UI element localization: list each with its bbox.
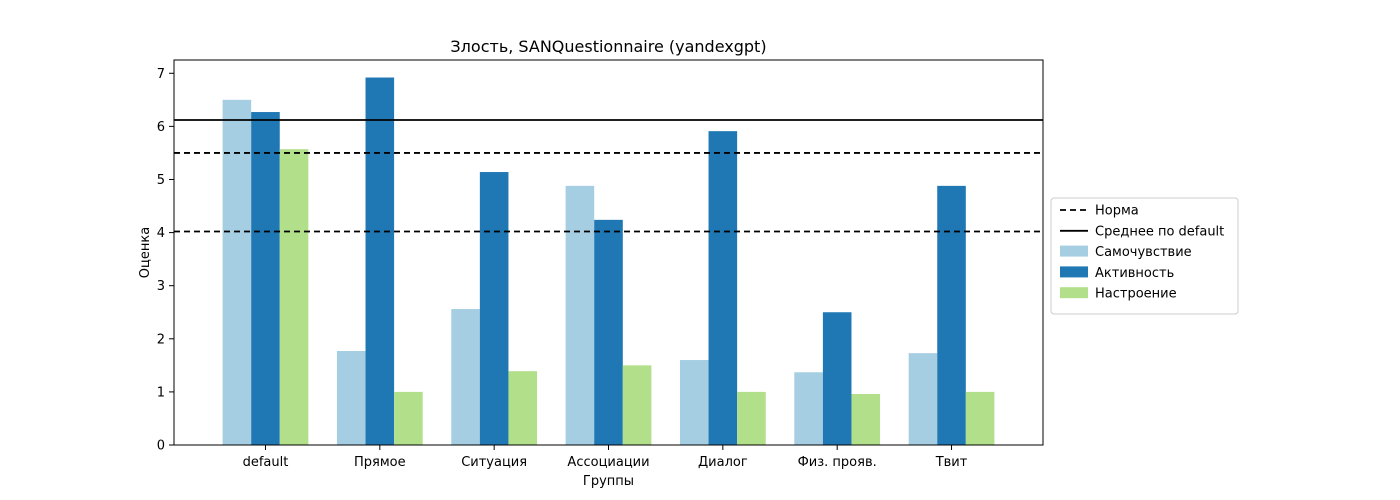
legend-swatch: [1060, 245, 1088, 257]
legend-label: Самочувствие: [1095, 245, 1192, 260]
y-tick-label: 0: [157, 439, 165, 454]
bar: [251, 112, 280, 445]
bar: [679, 360, 709, 445]
x-tick-label: Физ. прояв.: [798, 455, 877, 470]
bar: [565, 185, 595, 446]
y-axis-title: Оценка: [138, 227, 153, 278]
bar: [279, 149, 309, 445]
bar: [737, 391, 766, 445]
legend: Норма Среднее по default Самочувствие Актив…: [1050, 197, 1239, 315]
bar: [365, 77, 395, 445]
bar: [822, 312, 852, 445]
y-tick-label: 3: [157, 279, 165, 294]
legend-label: Норма: [1095, 204, 1139, 219]
bar: [851, 394, 881, 445]
bar: [708, 131, 738, 445]
bar: [937, 185, 966, 446]
bar: [508, 371, 538, 445]
legend-box: [1050, 197, 1239, 315]
x-tick-label: Твит: [935, 455, 968, 470]
y-axis: 0 1 2 3 4 5 6 7: [157, 67, 174, 454]
bar: [222, 99, 252, 446]
legend-label: Среднее по default: [1095, 224, 1224, 239]
chart-title: Злость, SANQuestionnaire (yandexgpt): [450, 37, 766, 56]
x-tick-label: Ассоциации: [567, 455, 649, 470]
legend-swatch: [1060, 287, 1088, 299]
bar: [336, 351, 366, 445]
bar: [594, 219, 623, 445]
y-tick-label: 4: [157, 226, 165, 241]
x-tick-label: Диалог: [698, 455, 748, 470]
y-tick-label: 7: [157, 67, 165, 82]
y-tick-label: 1: [157, 385, 165, 400]
x-axis: default Прямое Ситуация Ассоциации Диалог Физ…: [243, 445, 968, 470]
plot-area: [173, 59, 1044, 446]
bar: [622, 365, 652, 445]
bar: [479, 172, 509, 445]
y-tick-label: 5: [157, 173, 165, 188]
bar: [965, 391, 995, 445]
x-tick-label: Ситуация: [461, 455, 527, 470]
bar: [908, 353, 938, 445]
x-axis-title: Группы: [583, 474, 634, 489]
legend-label: Настроение: [1095, 287, 1177, 302]
x-tick-label: default: [243, 455, 289, 470]
legend-label: Активность: [1095, 266, 1174, 281]
y-tick-label: 6: [157, 120, 165, 135]
x-tick-label: Прямое: [354, 455, 406, 470]
bar: [394, 391, 423, 445]
y-tick-label: 2: [157, 332, 165, 347]
legend-swatch: [1060, 266, 1088, 278]
bar: [451, 309, 480, 445]
bar: [794, 372, 823, 445]
